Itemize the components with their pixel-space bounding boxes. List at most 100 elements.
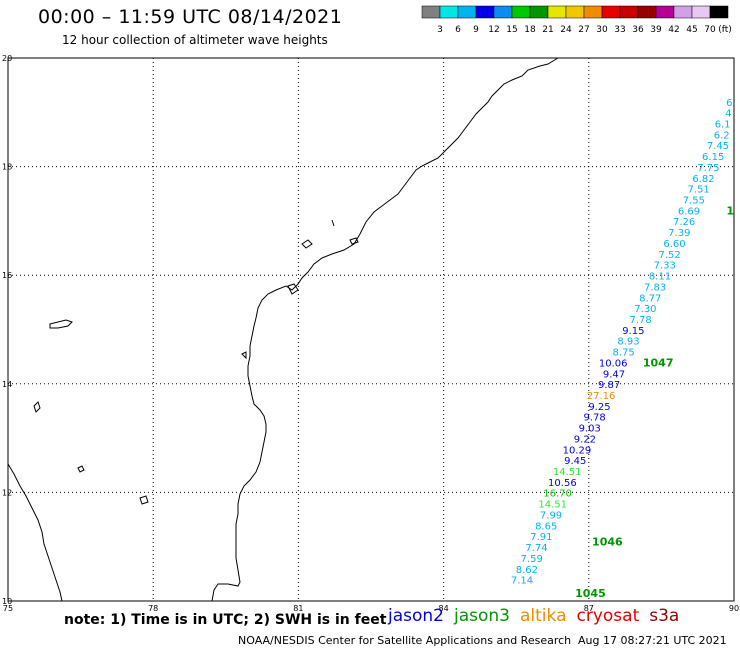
y-tick-label: 12 (2, 488, 12, 497)
swh-point-label: 6.60 (663, 239, 685, 250)
swh-point-label: 7.59 (521, 554, 543, 565)
x-tick-label: 75 (3, 604, 13, 613)
coastline-segment (331, 219, 335, 227)
x-tick-label: 78 (148, 604, 158, 613)
footnote: note: 1) Time is in UTC; 2) SWH is in fe… (64, 612, 387, 628)
swh-point-label: 9.45 (564, 456, 586, 467)
y-tick-label: 18 (2, 163, 12, 172)
legend-label: 15 (506, 25, 517, 35)
swh-point-label: 6.2 (714, 130, 730, 141)
swh-point-label: 14.51 (553, 467, 582, 478)
coastline-segment (241, 351, 247, 360)
satellite-legend: jason2 jason3 altika cryosat s3a (388, 606, 689, 626)
satellite-name: altika (520, 606, 567, 626)
swh-point-label: 6 (726, 98, 732, 109)
coastline-segment (49, 319, 73, 329)
plot-frame (7, 57, 735, 602)
legend-label: 12 (488, 25, 499, 35)
swh-point-label: 9.03 (579, 424, 601, 435)
swh-point-label: 16.70 (543, 489, 572, 500)
legend-label: 70 (704, 25, 716, 35)
x-tick-label: 90 (729, 604, 739, 613)
swh-point-label: 7.55 (683, 196, 705, 207)
swh-point-label: 7.14 (511, 576, 533, 587)
satellite-name: jason3 (454, 606, 510, 626)
swh-point-label: 9.47 (603, 369, 625, 380)
legend-label: 18 (524, 25, 536, 35)
swh-point-label: 9.78 (583, 413, 605, 424)
x-tick-label: 84 (439, 604, 449, 613)
legend-label: 36 (632, 25, 644, 35)
legend-label: (ft) (718, 25, 732, 35)
chart-subtitle: 12 hour collection of altimeter wave hei… (62, 33, 328, 47)
swh-point-label: 27.16 (587, 391, 616, 402)
swh-point-label: 7.52 (658, 250, 680, 261)
swh-point-label: 7.33 (654, 261, 676, 272)
coastline-segment (301, 239, 313, 249)
legend-label: 6 (455, 25, 461, 35)
swh-point-label: 7.39 (668, 228, 690, 239)
swh-point-label: 8.65 (535, 521, 557, 532)
legend-swatch (709, 5, 729, 19)
legend-label: 30 (596, 25, 608, 35)
x-tick-label: 81 (293, 604, 303, 613)
swh-point-label: 10.56 (548, 478, 577, 489)
y-tick-label: 14 (2, 380, 12, 389)
pass-time-label: 1 (726, 204, 734, 217)
swh-point-label: 8.75 (613, 348, 635, 359)
swh-point-label: 7.45 (707, 141, 729, 152)
swh-point-label: 7.83 (644, 282, 666, 293)
coastline-segment (349, 237, 359, 245)
swh-point-label: 6.1 (715, 120, 731, 131)
satellite-name: jason2 (388, 606, 444, 626)
grid-lines (8, 58, 734, 601)
legend-label: 42 (668, 25, 679, 35)
swh-point-label: 4 (725, 109, 731, 120)
legend-label: 21 (542, 25, 553, 35)
legend-label: 33 (614, 25, 625, 35)
swh-point-label: 6.82 (692, 174, 714, 185)
pass-time-label: 1047 (643, 356, 674, 369)
swh-point-label: 6.15 (702, 152, 724, 163)
satellite-name: cryosat (576, 606, 640, 626)
satellite-name: s3a (649, 606, 680, 626)
swh-point-label: 7.51 (688, 185, 710, 196)
swh-point-label: 9.25 (588, 402, 610, 413)
swh-point-label: 7.91 (530, 532, 552, 543)
coastline-segment (211, 57, 559, 602)
legend-label: 3 (437, 25, 443, 35)
y-tick-label: 16 (2, 271, 12, 280)
swh-point-label: 14.51 (538, 500, 567, 511)
swh-point-label: 8.93 (617, 337, 639, 348)
y-tick-label: 10 (2, 597, 12, 606)
swh-point-label: 7.30 (634, 304, 656, 315)
generated-timestamp: Aug 17 08:27:21 UTC 2021 (578, 634, 727, 647)
swh-point-label: 7.26 (673, 217, 695, 228)
data-points: 646.16.27.456.157.756.827.517.556.697.26… (511, 98, 734, 600)
swh-point-label: 7.75 (697, 163, 719, 174)
swh-point-label: 8.11 (649, 272, 671, 283)
y-tick-label: 20 (2, 54, 12, 63)
swh-point-label: 9.87 (598, 380, 620, 391)
coastline-segment (139, 495, 149, 505)
swh-point-label: 7.99 (540, 510, 562, 521)
swh-point-label: 9.15 (622, 326, 644, 337)
credit-text: NOAA/NESDIS Center for Satellite Applica… (238, 634, 572, 647)
swh-point-label: 10.29 (563, 445, 592, 456)
swh-point-label: 10.06 (599, 358, 628, 369)
pass-time-label: 1046 (592, 536, 623, 549)
coastline (7, 57, 559, 602)
legend-label: 9 (473, 25, 479, 35)
swh-point-label: 7.78 (629, 315, 651, 326)
x-tick-label: 87 (584, 604, 594, 613)
coastline-segment (33, 401, 41, 413)
chart-title: 00:00 – 11:59 UTC 08/14/2021 (38, 6, 343, 28)
swh-point-label: 9.22 (574, 434, 596, 445)
coastline-segment (77, 465, 85, 473)
color-scale-legend: 3 6 9 12 15 18 21 24 27 30 33 36 39 42 45 70 (ft) (421, 5, 732, 35)
coastline-segment (287, 283, 299, 295)
coastline-segment (7, 463, 63, 602)
swh-point-label: 8.62 (516, 565, 538, 576)
